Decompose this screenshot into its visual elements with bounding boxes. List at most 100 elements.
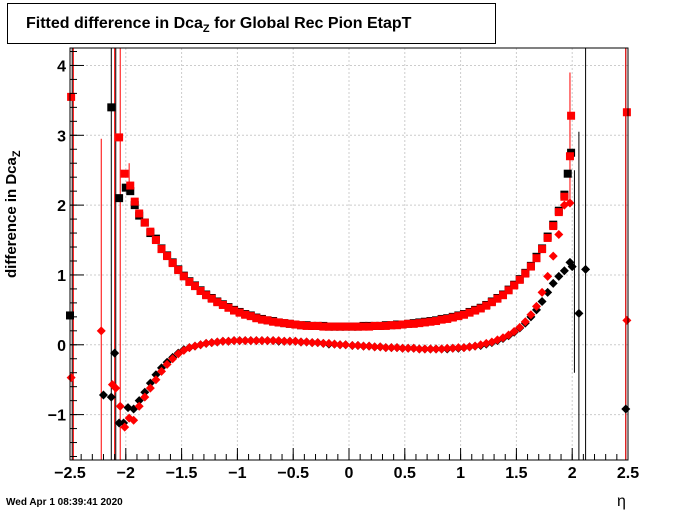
data-point-diamond	[442, 343, 452, 353]
x-tick-label: 2	[568, 465, 577, 482]
data-point-square	[319, 322, 328, 331]
data-point-square	[67, 92, 76, 101]
data-point-square	[426, 317, 435, 326]
data-point-square	[235, 308, 244, 317]
data-point-diamond	[145, 383, 155, 393]
data-point-square	[224, 303, 233, 312]
x-tick-label: −2.5	[54, 465, 86, 482]
data-point-diamond	[134, 401, 144, 411]
chart-title: Fitted difference in DcaZ for Global Rec…	[26, 15, 411, 35]
grid-lines	[70, 48, 628, 460]
title-subscript: Z	[202, 23, 210, 36]
data-point-square	[543, 233, 552, 242]
data-point-diamond	[212, 337, 222, 347]
data-point-diamond	[218, 336, 228, 346]
data-point-diamond	[201, 338, 211, 348]
data-point-diamond	[257, 336, 267, 346]
data-point-square	[196, 287, 205, 296]
data-point-diamond	[520, 317, 530, 327]
data-point-square	[465, 308, 474, 317]
y-tick-label: 2	[57, 198, 66, 215]
data-point-square	[432, 317, 441, 326]
data-point-diamond	[285, 336, 295, 346]
timestamp: Wed Apr 1 08:39:41 2020	[6, 497, 123, 508]
data-point-square	[285, 319, 294, 328]
data-point-square	[302, 321, 311, 330]
data-point-square	[190, 282, 199, 291]
data-point-diamond	[268, 336, 278, 346]
data-point-diamond	[341, 340, 351, 350]
data-point-diamond	[235, 336, 245, 346]
data-point-diamond	[302, 337, 312, 347]
data-point-square	[348, 322, 357, 331]
data-point-square	[280, 319, 289, 328]
data-point-diamond	[324, 338, 334, 348]
y-tick-label: 0	[57, 338, 66, 355]
x-tick-label: −0.5	[277, 465, 309, 482]
data-point-square	[521, 269, 530, 278]
data-point-diamond	[459, 343, 469, 353]
data-point-diamond	[504, 330, 514, 340]
data-point-square	[274, 318, 283, 327]
data-point-diamond	[335, 340, 345, 350]
data-point-square	[130, 197, 139, 206]
data-point-square	[493, 294, 502, 303]
data-point-square	[515, 275, 524, 284]
y-tick-label: 1	[57, 268, 66, 285]
data-point-diamond	[240, 336, 250, 346]
data-point-square	[252, 314, 261, 323]
data-point-square	[554, 208, 563, 217]
data-point-square	[510, 281, 519, 290]
data-point-square	[135, 209, 144, 218]
data-point-diamond	[537, 296, 547, 306]
data-point-square	[151, 236, 160, 245]
ylabel-main: difference in Dca	[3, 157, 20, 278]
data-point-diamond	[173, 349, 183, 359]
data-point-diamond	[398, 343, 408, 353]
x-tick-label: −1.5	[166, 465, 198, 482]
data-point-diamond	[420, 344, 430, 354]
data-point-square	[454, 312, 463, 321]
data-point-square	[341, 322, 350, 331]
data-point-square	[532, 254, 541, 263]
data-point-diamond	[509, 327, 519, 337]
data-point-diamond	[465, 342, 475, 352]
data-point-square	[499, 291, 508, 300]
y-tick-label: 4	[57, 58, 66, 75]
data-point-square	[107, 103, 116, 112]
data-point-square	[336, 322, 345, 331]
x-axis-label: η	[617, 493, 626, 510]
data-point-diamond	[431, 344, 441, 354]
data-point-square	[185, 277, 194, 286]
data-point-square	[565, 152, 574, 161]
data-point-square	[246, 312, 255, 321]
data-point-square	[443, 314, 452, 323]
data-point-square	[504, 286, 513, 295]
data-point-square	[115, 194, 124, 203]
data-point-square	[560, 192, 569, 201]
title-prefix: Fitted difference in Dca	[26, 15, 203, 32]
data-point-diamond	[565, 198, 575, 208]
x-tick-label: 1.5	[505, 465, 527, 482]
data-point-diamond	[134, 396, 144, 406]
data-point-diamond	[279, 336, 289, 346]
data-point-square	[174, 266, 183, 275]
data-point-square	[241, 310, 250, 319]
data-point-square	[257, 315, 266, 324]
data-point-square	[622, 108, 631, 117]
data-point-square	[213, 298, 222, 307]
data-point-diamond	[111, 383, 121, 393]
y-tick-label: 3	[57, 128, 66, 145]
data-point-diamond	[96, 326, 106, 336]
data-point-diamond	[515, 322, 525, 332]
y-tick-label: −1	[48, 408, 66, 425]
data-point-square	[121, 183, 130, 192]
data-point-square	[202, 291, 211, 300]
data-point-square	[126, 181, 135, 190]
data-point-square	[140, 218, 149, 227]
data-point-diamond	[409, 343, 419, 353]
data-point-square	[538, 245, 547, 254]
data-point-diamond	[403, 343, 413, 353]
ylabel-subscript: Z	[11, 150, 23, 158]
x-tick-label: −2	[117, 465, 135, 482]
